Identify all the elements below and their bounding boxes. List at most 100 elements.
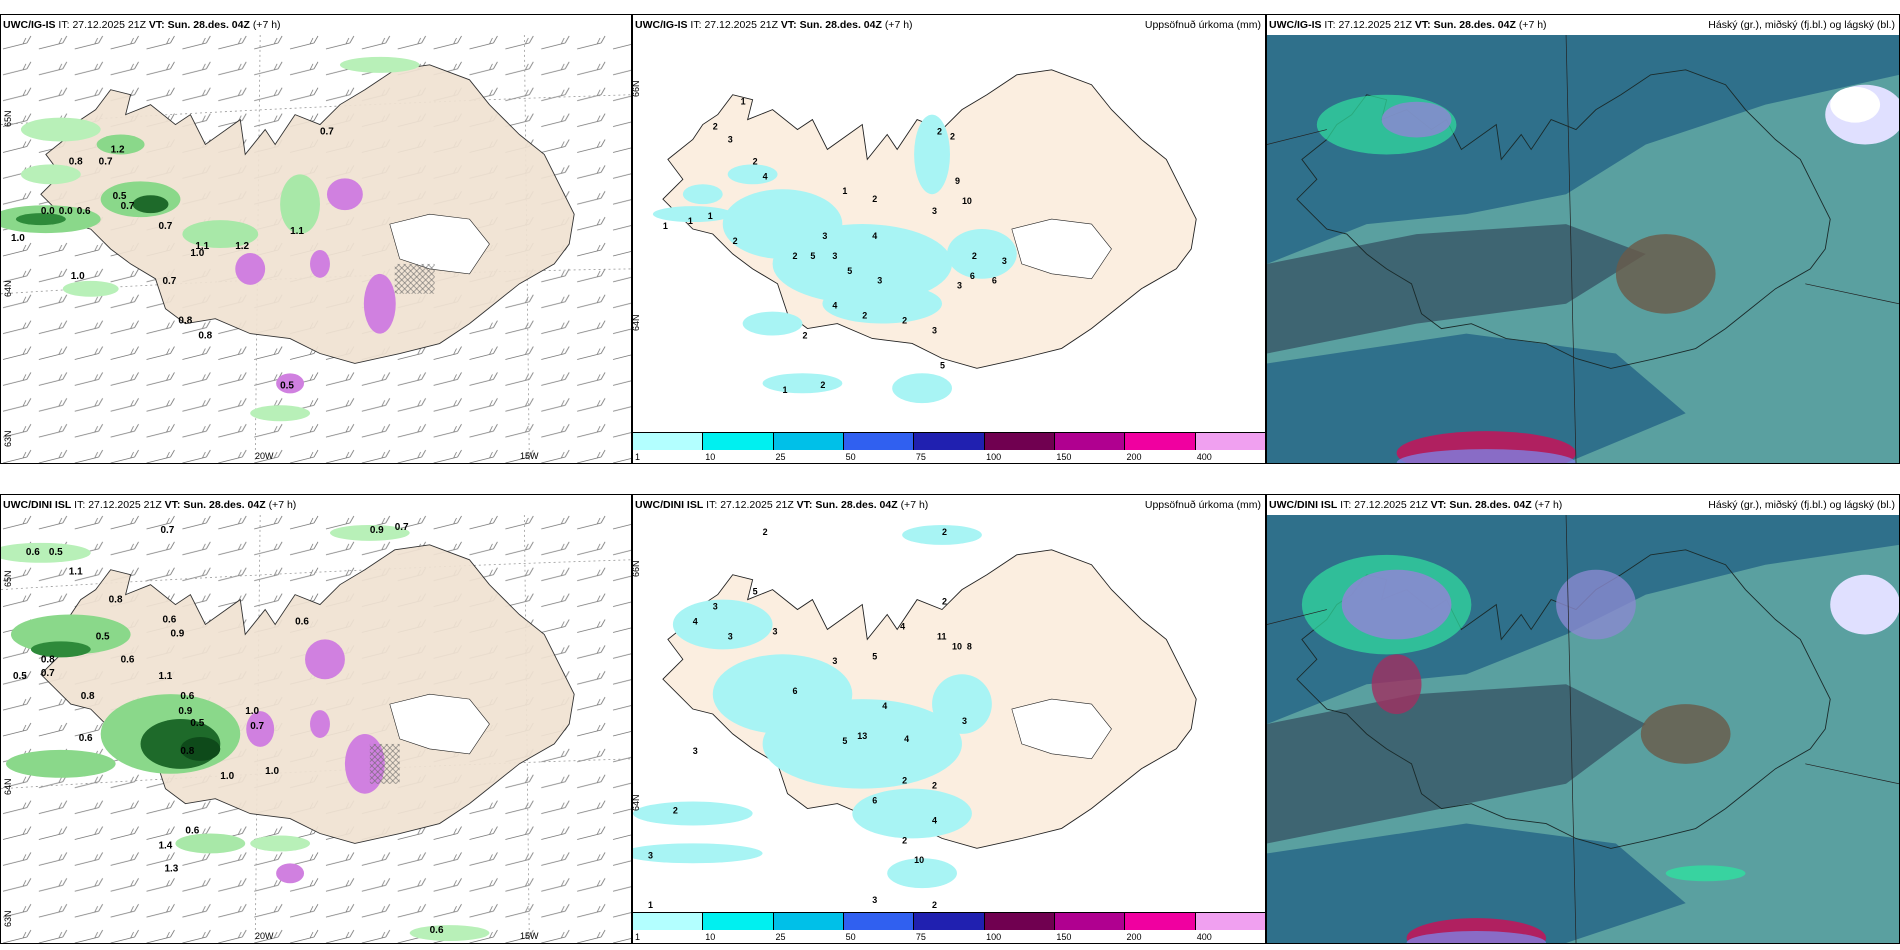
accumulated-precip-map: 2 2 3 4 3 5 3 2 11 10 8 4 5 6 3 4 13 3 2… — [633, 515, 1265, 913]
value-label: 0.7 — [162, 276, 176, 287]
precip-shading — [633, 524, 992, 889]
value-label: 5 — [842, 736, 847, 746]
value-label: 3 — [872, 895, 877, 905]
value-label: 3 — [728, 631, 733, 641]
issue-time: 27.12.2025 21Z — [72, 19, 146, 31]
vt-prefix: VT: — [796, 499, 813, 511]
lon-tick-15w: 15W — [520, 931, 539, 941]
lat-tick-65n: 65N — [3, 110, 13, 127]
value-label: 3 — [648, 850, 653, 860]
precip-green — [1, 56, 420, 422]
colorbar-label: 150 — [1056, 452, 1072, 462]
value-label: 0.5 — [13, 671, 27, 682]
value-label: 3 — [932, 206, 937, 216]
value-label: 2 — [763, 527, 768, 537]
value-label: 3 — [932, 326, 937, 336]
value-label: 4 — [832, 301, 837, 311]
coastlines — [1267, 515, 1899, 943]
value-label: 1.1 — [290, 226, 304, 237]
value-label: 0.8 — [81, 691, 95, 702]
colorbar-label: 10 — [705, 932, 716, 942]
value-label: 5 — [847, 266, 852, 276]
wind-precip-map: 0.7 0.8 0.7 1.2 0.5 0.7 0.0 0.0 0.6 1.0 … — [1, 35, 631, 463]
colorbar-cell — [914, 913, 985, 930]
model-name: UWC/DINI ISL — [635, 499, 704, 511]
value-label: 1.0 — [71, 271, 85, 282]
colorbar-label: 10 — [705, 452, 716, 462]
value-label: 1.0 — [190, 248, 204, 259]
colorbar-cell — [703, 913, 774, 930]
valid-time: Sun. 28.des. 04Z — [1433, 19, 1516, 31]
value-label: 1.1 — [195, 241, 209, 252]
value-label: 0.8 — [180, 746, 194, 757]
value-label: 1.4 — [159, 840, 173, 851]
precip-values: 0.7 0.9 0.7 0.6 0.5 1.1 0.8 0.6 0.9 0.5 … — [13, 522, 444, 936]
valid-time: Sun. 28.des. 04Z — [799, 19, 882, 31]
value-label: 2 — [950, 131, 955, 141]
panel-title: UWC/IG-IS IT: 27.12.2025 21Z VT: Sun. 28… — [633, 15, 1265, 35]
value-label: 0.9 — [170, 628, 184, 639]
precip-green — [1, 524, 490, 942]
value-label: 0.7 — [395, 522, 409, 533]
lead-time: (+7 h) — [252, 19, 281, 31]
value-label: 2 — [902, 316, 907, 326]
coastlines — [1267, 35, 1899, 463]
value-label: 0.7 — [160, 525, 174, 536]
issue-time: 27.12.2025 21Z — [720, 499, 794, 511]
value-label: 10 — [952, 641, 962, 651]
value-label: 2 — [802, 330, 807, 340]
colorbar-cell — [1125, 433, 1196, 450]
value-label: 3 — [962, 716, 967, 726]
value-label: 0.6 — [295, 616, 309, 627]
value-label: 6 — [872, 796, 877, 806]
it-prefix: IT: — [1324, 19, 1336, 31]
value-label: 3 — [877, 276, 882, 286]
colorbar-cell — [773, 913, 844, 930]
value-label: 1 — [741, 97, 746, 107]
value-label: 2 — [872, 194, 877, 204]
colorbar-cell — [984, 913, 1055, 930]
value-label: 0.6 — [162, 615, 176, 626]
value-label: 3 — [832, 251, 837, 261]
iceland-outline — [1296, 549, 1831, 849]
glacier — [1011, 698, 1112, 760]
value-label: 1.0 — [245, 706, 259, 717]
valid-time: Sun. 28.des. 04Z — [183, 499, 266, 511]
colorbar-label: 150 — [1056, 932, 1072, 942]
value-label: 13 — [857, 731, 867, 741]
lat-tick-63n: 63N — [3, 910, 13, 927]
lead-time: (+7 h) — [1518, 19, 1547, 31]
value-label: 0.7 — [250, 721, 264, 732]
panel-title: UWC/IG-IS IT: 27.12.2025 21Z VT: Sun. 28… — [1, 15, 631, 35]
value-label: 5 — [872, 651, 877, 661]
colorbar-cell — [1054, 433, 1126, 450]
colorbar-label: 75 — [915, 932, 926, 942]
value-label: 0.8 — [178, 316, 192, 327]
colorbar-cell — [843, 913, 915, 930]
value-label: 3 — [1002, 256, 1007, 266]
value-label: 0.5 — [49, 547, 63, 558]
colorbar-label: 25 — [775, 452, 786, 462]
value-label: 0.8 — [109, 595, 123, 606]
value-label: 2 — [942, 597, 947, 607]
value-label: 0.8 — [198, 331, 212, 342]
value-label: 1.0 — [265, 766, 279, 777]
panel-top-middle-accumulated-precip: UWC/IG-IS IT: 27.12.2025 21Z VT: Sun. 28… — [632, 14, 1266, 464]
hatch-area — [394, 263, 435, 294]
panel-title: UWC/DINI ISL IT: 27.12.2025 21Z VT: Sun.… — [1267, 495, 1899, 515]
lead-time: (+7 h) — [884, 19, 913, 31]
colorbar-cell — [633, 433, 704, 450]
value-label: 4 — [932, 815, 937, 825]
value-label: 1.0 — [11, 233, 25, 244]
value-label: 10 — [914, 855, 924, 865]
map-area: 0.7 0.9 0.7 0.6 0.5 1.1 0.8 0.6 0.9 0.5 … — [1, 515, 631, 943]
lead-time: (+7 h) — [900, 499, 929, 511]
panel-bottom-left-wind-precip: UWC/DINI ISL IT: 27.12.2025 21Z VT: Sun.… — [0, 494, 632, 944]
iceland-landmass — [662, 69, 1197, 369]
value-label: 2 — [902, 835, 907, 845]
value-label: 5 — [940, 360, 945, 370]
value-label: 0.6 — [430, 925, 444, 936]
colorbar-label: 1 — [635, 932, 641, 942]
value-label: 2 — [942, 527, 947, 537]
value-label: 1 — [648, 900, 653, 910]
